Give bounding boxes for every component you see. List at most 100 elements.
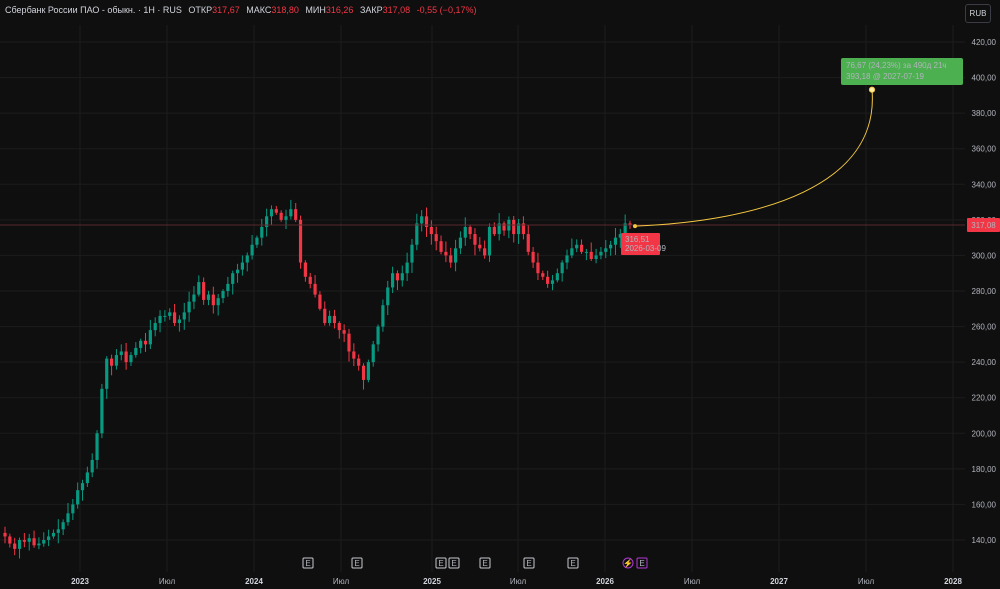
event-marker-label: E — [526, 559, 531, 568]
candle-body — [541, 273, 545, 277]
candle-body — [80, 483, 85, 491]
candle-body — [153, 323, 157, 331]
candle-body — [71, 504, 75, 514]
point-marker-price: 316,51 — [625, 235, 650, 244]
candle-body — [352, 351, 356, 359]
point-marker-date: 2026-03-09 — [625, 244, 666, 253]
candle-body — [298, 219, 303, 263]
candle-body — [371, 344, 375, 363]
y-tick-label: 240,00 — [972, 358, 997, 367]
candle-body — [444, 251, 448, 256]
candle-body — [192, 294, 196, 302]
candle-body — [17, 540, 22, 549]
event-marker — [567, 557, 579, 569]
candle-body — [575, 244, 579, 249]
candle-body — [618, 234, 622, 238]
candle-body — [449, 255, 453, 263]
candle-body — [410, 244, 414, 263]
candle-body — [347, 333, 351, 352]
candle-body — [202, 282, 206, 300]
candle-body — [323, 308, 327, 324]
candle-body — [478, 244, 482, 249]
event-marker-label: E — [451, 559, 456, 568]
event-marker-label: ⚡ — [623, 558, 633, 568]
candle-body — [536, 262, 540, 274]
candle-body — [328, 315, 332, 324]
candle-body — [453, 248, 458, 263]
candle-body — [231, 273, 235, 284]
open-value: 317,67 — [212, 5, 240, 15]
x-tick-label: Июл — [159, 577, 176, 586]
candle-body — [187, 301, 191, 313]
price-tag — [967, 218, 1000, 233]
projection-start-point — [633, 224, 637, 229]
candle-body — [211, 294, 215, 306]
candle-body — [32, 538, 36, 546]
projection-box — [841, 58, 963, 85]
event-marker — [622, 557, 634, 569]
candle-body — [468, 226, 472, 235]
x-tick-label: 2025 — [423, 577, 441, 586]
candle-body — [526, 234, 530, 252]
x-tick-label: 2023 — [71, 577, 89, 586]
candle-body — [3, 532, 7, 537]
x-tick-label: Июл — [684, 577, 701, 586]
low-label: МИН — [305, 5, 326, 15]
y-tick-label: 280,00 — [972, 287, 997, 296]
close-label: ЗАКР — [359, 5, 383, 15]
event-marker-label: E — [639, 559, 644, 568]
candle-body — [318, 294, 322, 309]
x-tick-label: 2026 — [596, 577, 614, 586]
y-tick-label: 300,00 — [972, 251, 997, 260]
candle-body — [381, 305, 385, 327]
y-tick-label: 380,00 — [972, 109, 997, 118]
candle-body — [386, 287, 390, 306]
open-label: ОТКР — [188, 5, 213, 15]
point-marker-box — [621, 233, 660, 255]
high-value: 318,80 — [271, 5, 299, 15]
candle-body — [623, 223, 627, 235]
candle-body — [255, 237, 259, 245]
candle-body — [279, 212, 283, 220]
candle-body — [172, 312, 177, 324]
candle-body — [240, 262, 245, 270]
candle-body — [284, 216, 288, 220]
candle-body — [546, 276, 550, 284]
event-marker-label: E — [305, 559, 310, 568]
projection-target-point — [868, 86, 876, 93]
candle-body — [458, 237, 463, 249]
candle-body — [129, 355, 133, 363]
candle-body — [294, 209, 298, 220]
candle-body — [274, 209, 278, 213]
candle-body — [265, 216, 269, 227]
candle-body — [37, 543, 41, 546]
candle-body — [390, 273, 395, 288]
candle-body — [395, 273, 400, 281]
candle-body — [609, 244, 613, 249]
candle-body — [337, 323, 341, 331]
candle-body — [235, 269, 240, 274]
candle-body — [206, 294, 211, 300]
candle-body — [357, 358, 361, 366]
currency-button[interactable]: RUB — [965, 4, 991, 23]
event-marker-label: E — [482, 559, 487, 568]
candle-body — [550, 280, 555, 284]
candle-body — [66, 513, 70, 523]
symbol-title: Сбербанк России ПАО - обыкн. · 1Н · RUS — [5, 5, 182, 15]
projection-subtitle: 393,18 @ 2027-07-19 — [846, 72, 925, 81]
candle-body — [516, 223, 521, 235]
y-tick-label: 140,00 — [972, 536, 997, 545]
candle-body — [565, 255, 569, 263]
candle-body — [139, 340, 143, 348]
candle-body — [497, 223, 501, 235]
candle-body — [429, 226, 433, 235]
candle-body — [313, 283, 317, 295]
event-marker — [302, 557, 314, 569]
candle-body — [100, 388, 104, 434]
candle-body — [376, 326, 380, 345]
candle-body — [531, 251, 535, 263]
candle-body — [90, 459, 94, 473]
event-marker — [523, 557, 535, 569]
candle-body — [51, 532, 56, 537]
